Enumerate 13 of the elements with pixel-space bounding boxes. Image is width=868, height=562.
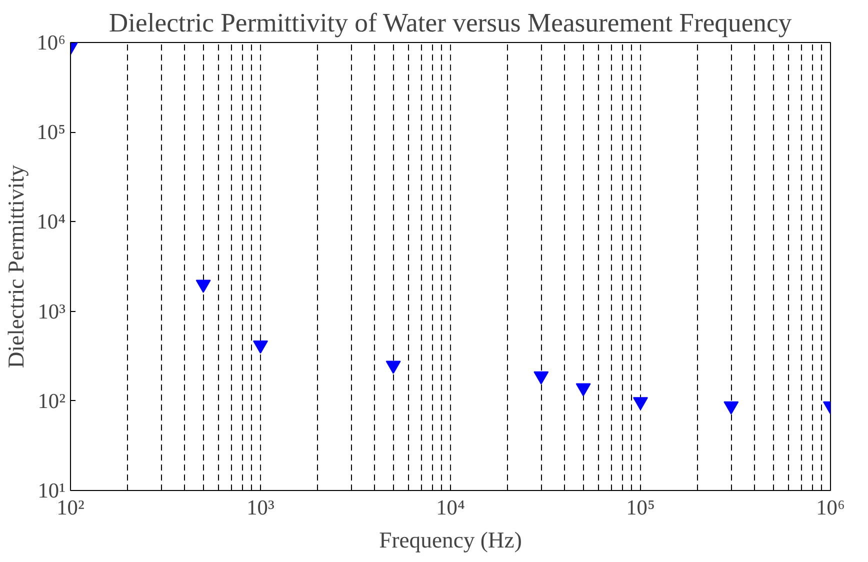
- x-tick-label: 10⁴: [436, 496, 465, 520]
- x-tick-label: 10⁵: [626, 496, 655, 520]
- y-tick-label: 10⁶: [36, 30, 66, 54]
- y-tick-label: 10⁴: [36, 210, 66, 234]
- x-tick-label: 10²: [56, 496, 84, 520]
- y-axis-title: Dielectric Permittivity: [4, 164, 29, 368]
- x-axis-title: Frequency (Hz): [379, 528, 522, 552]
- x-tick-label: 10⁶: [816, 496, 845, 520]
- chart-title: Dielectric Permittivity of Water versus Measurement Frequency: [108, 8, 792, 38]
- y-tick-label: 10²: [38, 388, 66, 413]
- y-tick-label: 10³: [38, 299, 66, 324]
- y-tick-label: 10⁵: [36, 120, 66, 144]
- x-tick-label: 10³: [246, 496, 274, 520]
